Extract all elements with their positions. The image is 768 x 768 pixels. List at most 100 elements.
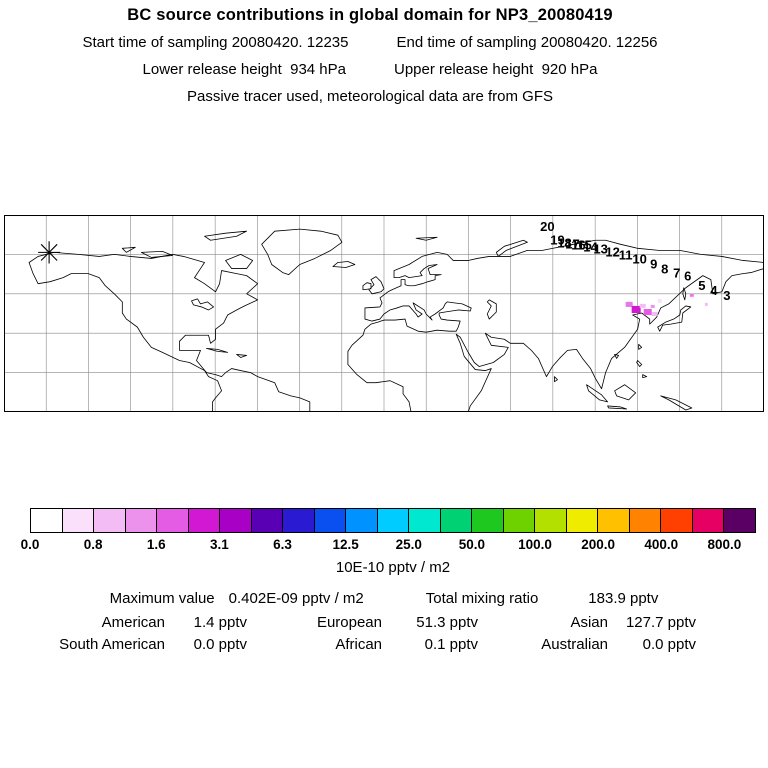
colorbar-segment	[377, 509, 410, 532]
trajectory-day-label: 8	[661, 262, 668, 277]
colorbar-tick-label: 50.0	[458, 537, 486, 552]
plume-cell	[689, 293, 694, 297]
coastline-islands	[121, 230, 693, 411]
trajectory-day-label: 18	[557, 235, 571, 250]
colorbar-segment	[472, 509, 504, 532]
trajectory-day-label: 12	[605, 244, 619, 259]
colorbar-segment	[440, 509, 473, 532]
region-name: Australian	[541, 636, 608, 653]
colorbar-tick-label: 0.8	[83, 537, 103, 552]
colorbar-tick-label: 100.0	[518, 537, 552, 552]
trajectory-day-label: 5	[698, 278, 705, 293]
region-name: European	[316, 614, 382, 631]
colorbar-segment	[220, 509, 252, 532]
sampling-times-line: Start time of sampling 20080420. 12235 E…	[0, 34, 740, 51]
trajectory-day-label: 15	[577, 237, 591, 252]
lower-release-text: Lower release height 934 hPa	[142, 61, 346, 78]
stats-summary-line: Maximum value 0.402E-09 pptv / m2 Total …	[0, 590, 768, 607]
region-value: 0.0 pptv	[193, 636, 247, 653]
colorbar-segment	[283, 509, 315, 532]
region-stats-table: American 1.4 pptv European 51.3 pptv Asian 12…	[40, 614, 700, 653]
trajectory-day-label: 7	[673, 266, 680, 281]
end-time-text: End time of sampling 20080420. 12256	[396, 34, 658, 51]
plume-cell	[650, 304, 655, 308]
colorbar-segment	[409, 509, 441, 532]
trajectory-day-label: 6	[684, 269, 691, 284]
colorbar-segment	[598, 509, 630, 532]
colorbar-segment	[566, 509, 599, 532]
region-name: South American	[59, 636, 165, 653]
colorbar-tick-label: 0.0	[20, 537, 40, 552]
region-value: 0.1 pptv	[424, 636, 478, 653]
colorbar-units: 10E-10 pptv / m2	[335, 559, 451, 576]
coastline-eurasia-africa	[347, 239, 764, 412]
plume-cell	[704, 302, 708, 306]
colorbar-tick-label: 1.6	[146, 537, 166, 552]
colorbar-tick-label: 200.0	[581, 537, 616, 552]
colorbar-segment	[724, 509, 755, 532]
colorbar-segment	[314, 509, 347, 532]
region-value: 127.7 pptv	[625, 614, 696, 631]
trajectory-day-label: 17	[565, 236, 579, 251]
colorbar-segment	[346, 509, 378, 532]
region-value: 0.0 pptv	[642, 636, 696, 653]
tracer-note-text: Passive tracer used, meteorological data…	[187, 88, 553, 105]
colorbar-segment	[94, 509, 126, 532]
trajectory-day-label: 4	[710, 283, 718, 298]
page-title: BC source contributions in global domain…	[127, 6, 613, 24]
trajectory-day-label: 13	[593, 241, 607, 256]
trajectory-day-label: 10	[632, 251, 646, 266]
plume-cell	[631, 305, 641, 313]
release-heights-line: Lower release height 934 hPa Upper relea…	[0, 61, 740, 78]
receptor-asterisk-arm	[40, 243, 58, 261]
plume-cells	[625, 293, 708, 317]
colorbar-tick-label: 400.0	[644, 537, 679, 552]
receptor-marker	[38, 241, 61, 264]
coastlines	[28, 228, 764, 412]
colorbar-ticks: 0.0 0.8 1.6 3.1 6.3 12.5 25.0 50.0 100.0 200.0 400…	[21, 537, 756, 555]
map-grid	[4, 215, 764, 412]
trajectory-day-label: 19	[550, 232, 564, 247]
colorbar	[30, 508, 756, 533]
colorbar-tick-label: 800.0	[707, 537, 742, 552]
map-border	[4, 215, 764, 412]
region-name: American	[101, 614, 165, 631]
region-value: 51.3 pptv	[416, 614, 478, 631]
region-name: African	[335, 636, 382, 653]
total-mixing-value: 183.9 pptv	[588, 590, 659, 607]
colorbar-segment	[31, 509, 63, 532]
trajectory-day-label: 20	[540, 219, 554, 234]
tracer-note-line: Passive tracer used, meteorological data…	[0, 88, 740, 105]
colorbar-segment	[692, 509, 725, 532]
start-time-text: Start time of sampling 20080420. 12235	[82, 34, 349, 51]
colorbar-segment	[251, 509, 284, 532]
colorbar-segment	[188, 509, 221, 532]
colorbar-segment	[157, 509, 189, 532]
colorbar-segment	[661, 509, 693, 532]
colorbar-tick-label: 12.5	[332, 537, 359, 552]
upper-release-text: Upper release height 920 hPa	[394, 61, 598, 78]
max-value-text: 0.402E-09 pptv / m2	[228, 590, 364, 607]
plume-cell	[625, 301, 633, 307]
region-value: 1.4 pptv	[193, 614, 247, 631]
plume-cell	[651, 311, 658, 317]
colorbar-tick-label: 25.0	[395, 537, 422, 552]
coastline-greenland	[261, 228, 343, 276]
trajectory-day-label: 9	[650, 256, 657, 271]
total-mixing-label: Total mixing ratio	[425, 590, 539, 607]
plume-cell	[639, 303, 646, 308]
world-map: 20 19 18 17 16 15 14 13 12 11 10 9 8 7 6 5 4 3	[4, 215, 764, 412]
plume-cell	[643, 308, 652, 316]
trajectory-day-label: 3	[723, 288, 730, 303]
colorbar-segment	[629, 509, 662, 532]
region-name: Asian	[570, 614, 608, 631]
colorbar-tick-label: 3.1	[210, 537, 229, 552]
trajectory-day-label: 14	[583, 239, 598, 254]
colorbar-tick-label: 6.3	[273, 537, 292, 552]
colorbar-segment	[62, 509, 95, 532]
trajectory-day-label: 11	[619, 247, 633, 262]
coastline-americas	[28, 251, 311, 412]
